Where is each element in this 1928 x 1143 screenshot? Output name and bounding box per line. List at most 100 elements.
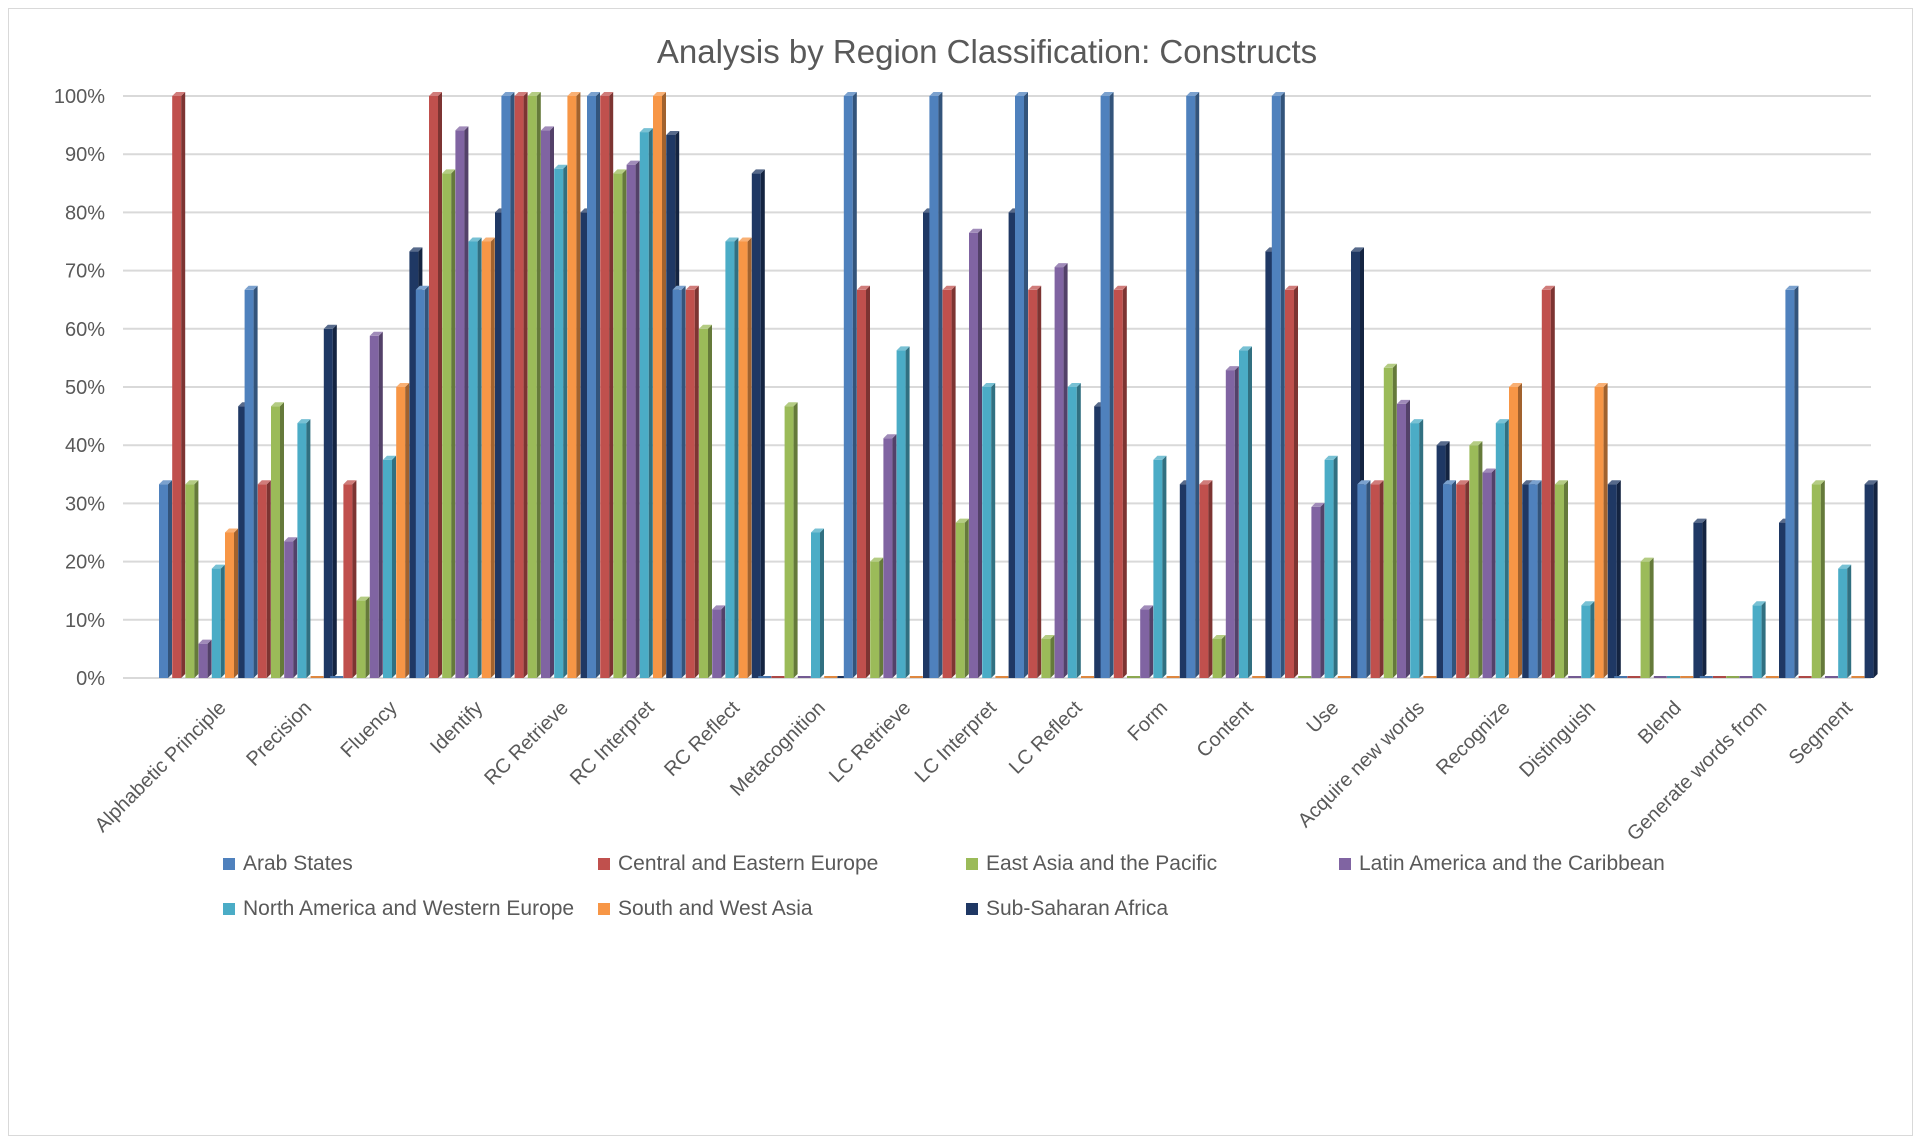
bar [1285,285,1298,678]
bar [843,92,857,678]
bar [1765,676,1779,678]
bar [244,285,258,678]
bar [429,92,442,678]
bar [1186,92,1200,678]
bar [1357,480,1371,678]
bar [587,92,600,678]
legend-item: North America and Western Europe [223,897,574,920]
bar [955,518,969,678]
bar [653,92,666,678]
bar [1252,676,1266,678]
y-tick-label: 70% [65,261,105,283]
bar [857,285,870,678]
y-tick-label: 40% [65,435,105,457]
bar [481,237,495,678]
x-tick-label: RC Interpret [566,697,659,790]
y-tick-label: 0% [76,668,105,690]
bar [1015,92,1028,678]
legend-swatch [598,903,610,915]
bar [1528,480,1542,678]
bar [1482,468,1496,678]
legend-swatch [966,858,978,870]
bar [1667,676,1680,678]
bar [1271,92,1285,678]
bar [1838,564,1852,678]
x-tick-label: LC Reflect [1005,697,1087,779]
bar [1397,399,1410,678]
bar [1199,480,1213,678]
bar [356,596,370,678]
bar [369,331,383,678]
bar [969,228,982,678]
bar [758,676,772,678]
y-tick-label: 20% [65,552,105,574]
bar [271,402,284,678]
y-tick-label: 80% [65,202,105,224]
bar [1825,676,1838,678]
y-axis-ticks: 0% 10% 20% 30% 40% 50% 60% 70% 80% 90% 100% [54,86,105,690]
bar [613,169,627,678]
legend-item: Sub-Saharan Africa [966,897,1168,920]
bar [1127,676,1140,678]
x-tick-label: RC Retrieve [480,697,573,790]
legend-label: Arab States [243,852,353,875]
bar [1456,480,1470,678]
legend-item: South and West Asia [598,897,813,920]
bar [883,434,897,678]
y-tick-label: 10% [65,610,105,632]
bar [1555,480,1568,678]
bar [330,676,344,678]
x-tick-label: LC Interpret [911,697,1002,788]
x-axis-ticks: Alphabetic Principle Precision Fluency Iden… [91,697,1857,846]
bar [1324,455,1338,678]
bar [771,676,785,678]
y-tick-label: 90% [65,144,105,166]
bar [1541,285,1555,678]
bar [1370,480,1384,678]
bar [1212,635,1226,678]
bar-chart: Analysis by Region Classification: Const… [54,33,1878,920]
bar [1153,455,1167,678]
x-tick-label: Distinguish [1515,697,1600,782]
bar [811,528,824,678]
y-tick-label: 50% [65,377,105,399]
bar [1568,676,1582,678]
bar [1140,605,1154,678]
bar [1100,92,1114,678]
legend-label: East Asia and the Pacific [986,852,1217,875]
bar [1495,419,1509,678]
legend-swatch [598,858,610,870]
bar [310,676,324,678]
x-tick-label: Blend [1634,697,1686,749]
bar [1469,441,1483,678]
legend-swatch [223,858,235,870]
bar [685,285,699,678]
bar [942,285,956,678]
legend-item: Arab States [223,852,353,875]
bar [1851,676,1865,678]
x-tick-label: Precision [242,697,316,771]
bar [1067,383,1081,678]
legend-label: Sub-Saharan Africa [986,897,1168,920]
legend-item: Latin America and the Caribbean [1339,852,1665,875]
bar [257,480,271,678]
bar [725,237,739,678]
bar [1752,601,1766,678]
legend-label: North America and Western Europe [243,897,574,920]
bar [699,324,712,678]
x-tick-label: Segment [1785,697,1857,769]
bar [172,92,186,678]
bar [1594,383,1608,678]
y-tick-label: 100% [54,86,105,108]
bar [982,383,996,678]
bar [1581,601,1595,678]
bar [639,128,653,679]
bar [554,164,568,678]
bar [1785,285,1799,678]
bar [738,237,752,678]
legend-item: Central and Eastern Europe [598,852,878,875]
bar [751,169,765,678]
bar [1054,263,1068,678]
bar [1028,285,1042,678]
bar [1337,676,1351,678]
